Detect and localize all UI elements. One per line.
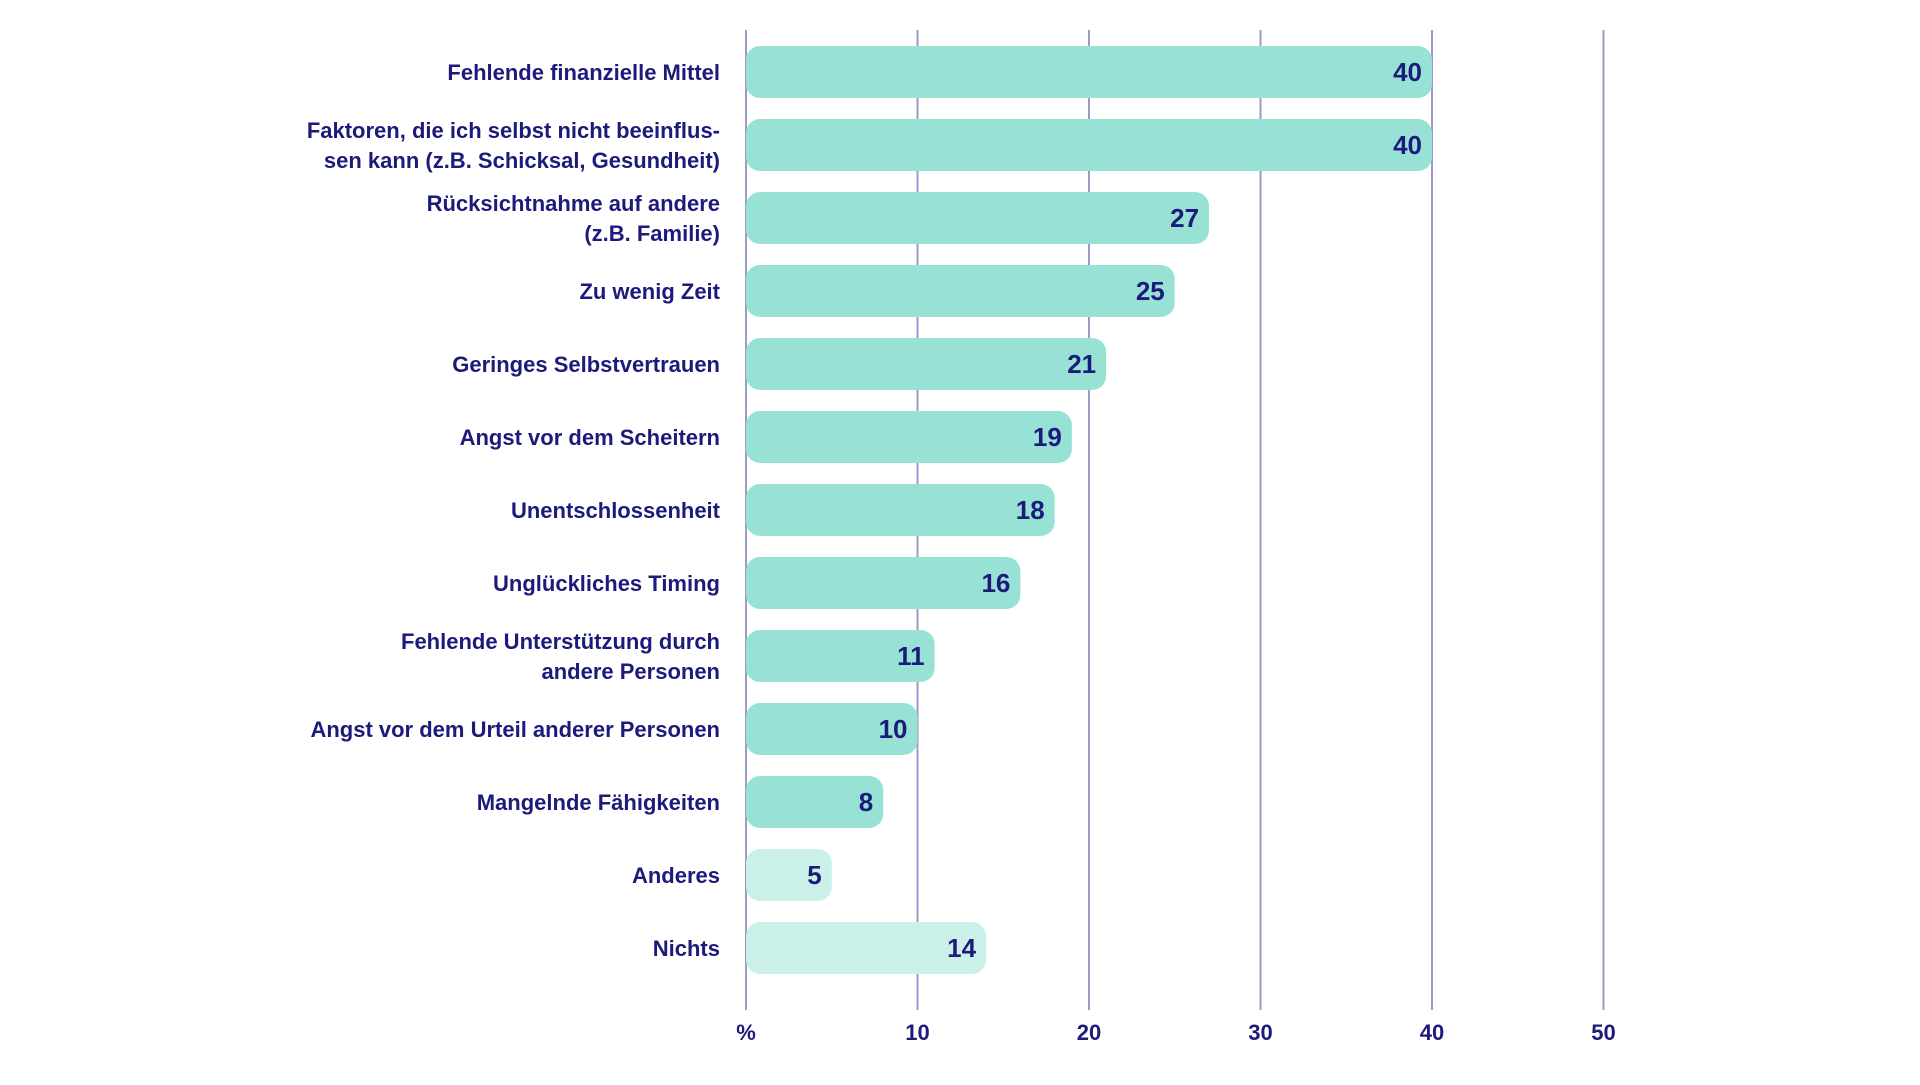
bar-value-label: 16 xyxy=(981,568,1010,598)
category-label: Unentschlossenheit xyxy=(511,498,721,523)
bar-value-label: 18 xyxy=(1016,495,1045,525)
category-label: Anderes xyxy=(632,863,720,888)
bar-value-label: 27 xyxy=(1170,203,1199,233)
bar-value-label: 21 xyxy=(1067,349,1096,379)
x-tick-label: 50 xyxy=(1591,1020,1615,1045)
bar xyxy=(746,46,1432,98)
category-label: Fehlende Unterstützung durch xyxy=(401,629,720,654)
category-label: Rücksichtnahme auf andere xyxy=(427,191,720,216)
category-label: Nichts xyxy=(653,936,720,961)
bar xyxy=(746,849,832,901)
bar-value-label: 25 xyxy=(1136,276,1165,306)
bar-value-label: 19 xyxy=(1033,422,1062,452)
bar xyxy=(746,557,1021,609)
bar-value-label: 8 xyxy=(859,787,873,817)
bar-value-label: 5 xyxy=(807,860,821,890)
bar-value-label: 11 xyxy=(897,641,925,671)
bar-value-label: 40 xyxy=(1393,130,1422,160)
category-label: sen kann (z.B. Schicksal, Gesundheit) xyxy=(324,148,720,173)
bar xyxy=(746,411,1072,463)
x-tick-label: % xyxy=(736,1020,756,1045)
category-label: Angst vor dem Scheitern xyxy=(460,425,720,450)
category-label: Unglückliches Timing xyxy=(493,571,720,596)
category-label: Mangelnde Fähigkeiten xyxy=(477,790,720,815)
bar xyxy=(746,265,1175,317)
bar-value-label: 10 xyxy=(879,714,908,744)
x-tick-label: 40 xyxy=(1420,1020,1444,1045)
category-label: Angst vor dem Urteil anderer Personen xyxy=(310,717,720,742)
category-label: Zu wenig Zeit xyxy=(579,279,720,304)
bar xyxy=(746,119,1432,171)
bar-value-label: 14 xyxy=(947,933,976,963)
bar xyxy=(746,703,918,755)
x-axis-ticks: % 10 20 30 40 50 xyxy=(736,1020,1616,1045)
x-tick-label: 10 xyxy=(905,1020,929,1045)
x-tick-label: 20 xyxy=(1077,1020,1101,1045)
bar-value-label: 40 xyxy=(1393,57,1422,87)
category-label: Faktoren, die ich selbst nicht beeinflus… xyxy=(307,118,720,143)
category-labels: Fehlende finanzielle Mittel Faktoren, die… xyxy=(307,60,721,961)
bar xyxy=(746,484,1055,536)
bars: 40 40 27 25 21 19 18 16 11 10 8 5 14 xyxy=(746,46,1432,974)
bar xyxy=(746,922,987,974)
x-tick-label: 30 xyxy=(1248,1020,1272,1045)
category-label: (z.B. Familie) xyxy=(584,221,720,246)
bar xyxy=(746,630,935,682)
bar xyxy=(746,192,1210,244)
category-label: Geringes Selbstvertrauen xyxy=(452,352,720,377)
category-label: andere Personen xyxy=(541,659,720,684)
category-label: Fehlende finanzielle Mittel xyxy=(447,60,720,85)
bar xyxy=(746,776,884,828)
bar xyxy=(746,338,1107,390)
